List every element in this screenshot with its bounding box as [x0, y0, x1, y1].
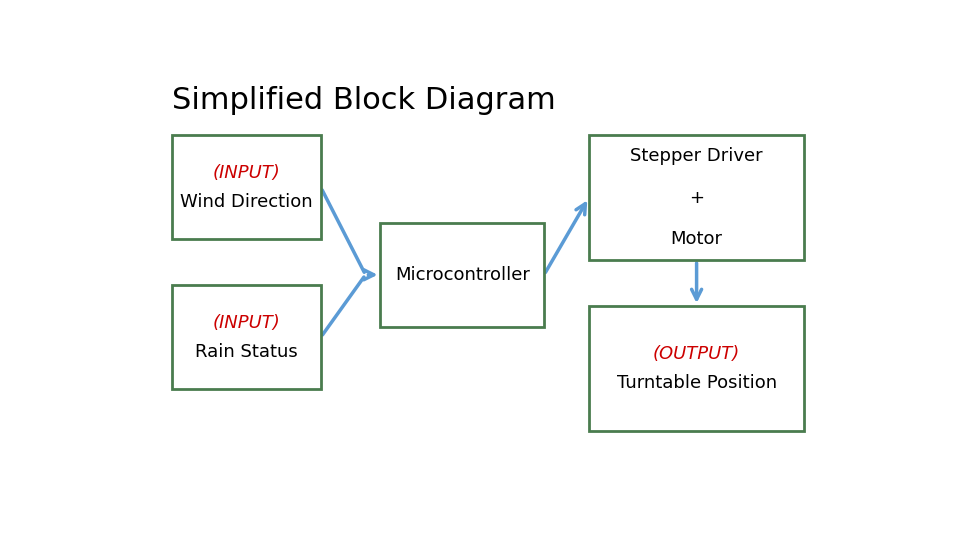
Text: Stepper Driver: Stepper Driver: [631, 147, 763, 165]
Text: (INPUT): (INPUT): [212, 164, 280, 182]
Text: (INPUT): (INPUT): [212, 314, 280, 332]
FancyBboxPatch shape: [172, 136, 321, 239]
Text: Motor: Motor: [671, 231, 723, 248]
Text: Wind Direction: Wind Direction: [180, 193, 313, 211]
FancyBboxPatch shape: [380, 223, 544, 327]
Text: (OUTPUT): (OUTPUT): [653, 345, 740, 363]
Text: Simplified Block Diagram: Simplified Block Diagram: [172, 85, 556, 114]
FancyBboxPatch shape: [588, 306, 804, 431]
Text: Microcontroller: Microcontroller: [395, 266, 530, 284]
Text: Turntable Position: Turntable Position: [616, 374, 777, 392]
Text: Rain Status: Rain Status: [195, 343, 298, 361]
FancyBboxPatch shape: [172, 285, 321, 389]
FancyBboxPatch shape: [588, 136, 804, 260]
Text: +: +: [689, 189, 704, 207]
